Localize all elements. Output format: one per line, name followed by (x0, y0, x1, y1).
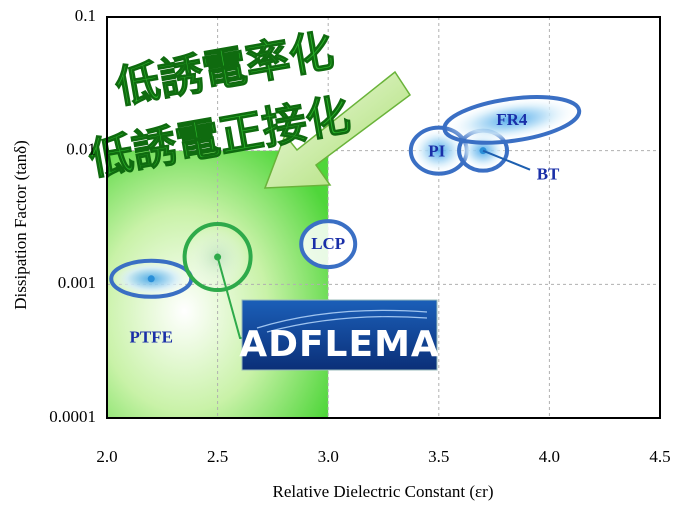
point-label: ADFLEMA (239, 324, 440, 365)
point-label: LCP (311, 234, 345, 253)
point-label: PI (428, 142, 445, 161)
point-label: PTFE (130, 328, 173, 347)
x-tick-label: 3.0 (318, 447, 339, 466)
point-group: LCP (301, 221, 355, 267)
chart: 低誘電率化低誘電正接化 PTFEADFLEMALCPPIBTFR4 Relati… (0, 0, 674, 507)
x-tick-label: 2.5 (207, 447, 228, 466)
point-dot (148, 275, 155, 282)
x-tick-label: 3.5 (428, 447, 449, 466)
x-tick-label: 2.0 (96, 447, 117, 466)
x-tick-label: 4.0 (539, 447, 560, 466)
y-tick-label: 0.0001 (49, 407, 96, 426)
point-group: FR4 (442, 90, 583, 151)
y-tick-label: 0.1 (75, 6, 96, 25)
x-axis-title: Relative Dielectric Constant (εr) (273, 482, 494, 501)
y-tick-label: 0.01 (66, 140, 96, 159)
point-label: BT (537, 165, 560, 184)
y-axis-title: Dissipation Factor (tanδ) (11, 140, 30, 309)
x-tick-label: 4.5 (649, 447, 670, 466)
point-label: FR4 (496, 110, 528, 129)
y-tick-label: 0.001 (58, 273, 96, 292)
